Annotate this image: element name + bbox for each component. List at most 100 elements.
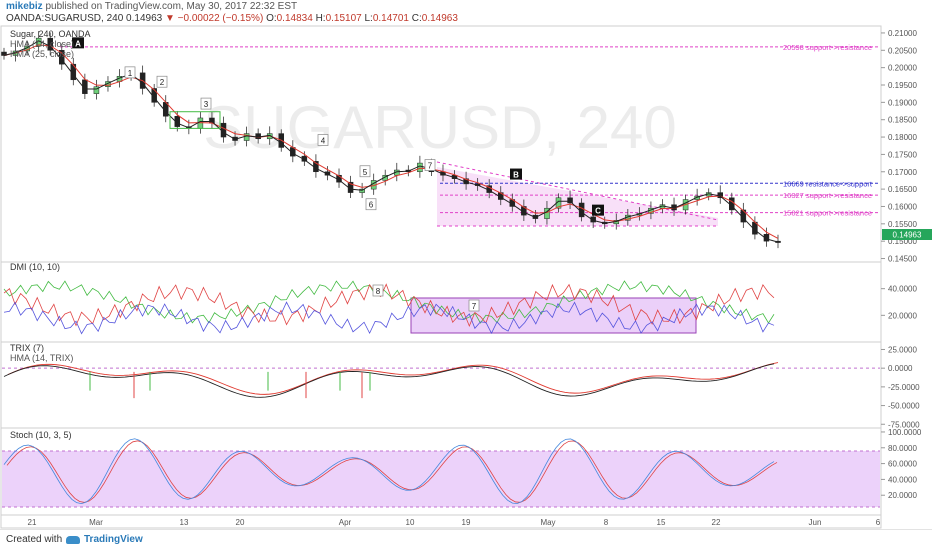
trix-hma-legend: HMA (14, TRIX) [10,353,73,363]
price-tick-label: 0.14500 [888,255,917,264]
symbol-label: OANDA:SUGARUSD, 240 [6,13,124,24]
created-with-text: Created with [6,534,63,545]
published-text: published on TradingView.com, May 30, 20… [45,1,298,12]
level-label: 15821 support->resistance [783,209,872,218]
stoch-tick-label: 100.0000 [888,428,922,437]
wave-label-box [124,66,136,79]
wave-label-box [359,165,371,178]
price-tick-label: 0.18500 [888,116,917,125]
time-tick-label: 8 [604,518,609,527]
candle-body [47,37,53,51]
symbol-line: OANDA:SUGARUSD, 240 0.14963 ▼ −0.00022 (… [6,13,458,24]
candle-body [324,171,331,176]
stoch-title: Stoch (10, 3, 5) [10,430,72,440]
pattern-label: B [513,171,519,180]
tradingview-link[interactable]: TradingView [84,534,143,545]
price-tick-label: 0.17000 [888,168,917,177]
time-tick-label: 22 [712,518,721,527]
publish-line: mikebiz published on TradingView.com, Ma… [6,1,297,12]
price-tick-label: 0.15000 [888,237,917,246]
pattern-label-box [592,204,604,216]
price-tick-label: 0.16000 [888,202,917,211]
open-value: 0.14834 [276,13,313,24]
trix-tick-label: -50.0000 [888,402,920,411]
trix-tick-label: 25.0000 [888,345,917,354]
pattern-label: A [75,39,81,48]
dmi-title: DMI (10, 10) [10,262,60,272]
price-title: Sugar, 240, OANDA [10,29,91,39]
price-tick-label: 0.19000 [888,98,917,107]
tradingview-logo-icon [66,536,80,544]
time-tick-label: 15 [657,518,666,527]
high-label: H: [315,13,326,24]
dmi-plus-line [3,280,775,324]
stoch-d-line [6,440,778,503]
time-tick-label: 10 [406,518,415,527]
candle-body [255,133,261,140]
pattern-label-box [72,37,84,49]
wave-label: 6 [369,201,374,210]
candle-body [567,197,573,204]
wave-label: 4 [321,137,326,146]
trix-tick-label: 0.0000 [888,364,913,373]
wave-label: 2 [160,78,165,87]
time-tick-label: Jun [809,518,822,527]
price-tick-label: 0.21000 [888,29,917,38]
consolidation-box [169,111,221,129]
stoch-tick-label: 80.0000 [888,444,917,453]
level-label: 20598 support->resistance [783,43,872,52]
time-tick-label: Apr [339,518,352,527]
chart-canvas[interactable]: SUGARUSD, 240 20598 support->resistance 1… [0,0,932,530]
hma14-legend: HMA (14, close) [10,39,74,49]
time-axis [0,514,882,529]
wave-label-box [200,97,212,110]
last-price-badge [882,229,932,240]
dmi-label: 8 [376,287,381,296]
close-value: 0.14963 [421,13,458,24]
time-tick-label: 20 [236,518,245,527]
hma25-legend: HMA (25, close) [10,49,74,59]
wave-label: 7 [428,162,433,171]
candle-body [417,162,423,173]
stoch-tick-label: 40.0000 [888,475,917,484]
last-price: 0.14963 [126,13,163,24]
wave-label: 5 [363,168,368,177]
chart-watermark: SUGARUSD, 240 [203,94,677,161]
trix-tick-label: -75.0000 [888,420,920,429]
pattern-label: C [595,207,601,216]
trix-title: TRIX (7) [10,343,44,353]
wave-label-box [317,134,329,146]
wave-label: 1 [128,69,133,78]
trix-hma-line [7,362,779,395]
footer: Created with TradingView [0,529,932,551]
dmi-tick-label: 20.0000 [888,311,917,320]
author-link[interactable]: mikebiz [6,1,43,12]
dmi-label-box [372,284,384,297]
open-label: O: [266,13,277,24]
pattern-label-box [510,168,522,180]
candle-body [209,117,215,124]
stoch-band [2,451,880,507]
price-tick-label: 0.17500 [888,150,917,159]
time-tick-label: 21 [28,518,37,527]
candle-body [590,216,596,223]
price-tick-label: 0.16500 [888,185,917,194]
stoch-k-line [3,438,775,505]
time-tick-label: May [540,518,555,527]
stoch-tick-label: 60.0000 [888,460,917,469]
trix-line [3,363,775,398]
wave-label-box [424,159,436,171]
dmi-label: 7 [472,302,477,311]
candle-body [694,195,700,200]
low-label: L: [364,13,373,24]
candle-body [763,233,770,242]
candle-body [359,188,365,193]
dmi-label-box [468,299,480,312]
last-price-badge-text: 0.14963 [893,231,922,240]
low-value: 0.14701 [372,13,409,24]
time-tick-label: 6 [876,518,881,527]
price-tick-label: 0.19500 [888,81,917,90]
price-tick-label: 0.15500 [888,220,917,229]
wave-label: 3 [204,100,209,109]
price-tick-label: 0.20000 [888,64,917,73]
